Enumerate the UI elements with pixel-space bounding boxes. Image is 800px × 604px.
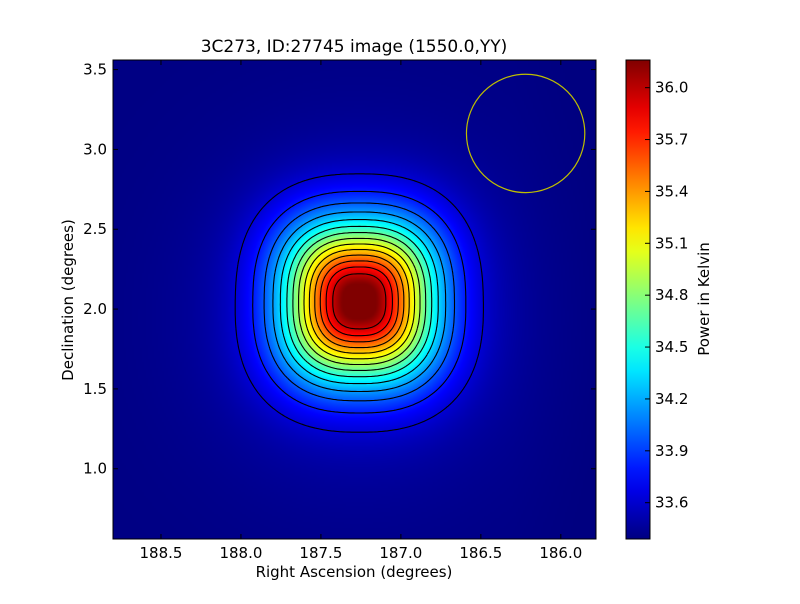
x-axis: 188.5 188.0 187.5 187.0 186.5 186.0: [140, 60, 582, 562]
colorbar-tick-label-6: 35.4: [655, 182, 688, 200]
contour-line-8: [298, 237, 421, 366]
colorbar-tick-label-5: 35.1: [655, 234, 688, 252]
colorbar-axis: 33.6 33.9 34.2 34.5 34.8 35.1 35.4 35.7 36.0: [645, 79, 688, 512]
contour-line-9: [303, 243, 416, 360]
contour-line-2: [252, 190, 467, 414]
colorbar-label: Power in Kelvin: [695, 242, 713, 356]
colorbar-tick-label-7: 35.7: [655, 131, 688, 149]
colorbar-tick-label-3: 34.5: [655, 338, 688, 356]
colorbar-tick-label-0: 33.6: [655, 494, 688, 512]
contour-line-1: [234, 173, 484, 433]
x-tick-label-5: 186.0: [539, 544, 582, 562]
colorbar-tick-label-8: 36.0: [655, 79, 688, 97]
x-tick-label-4: 186.5: [459, 544, 502, 562]
x-tick-label-2: 187.5: [299, 544, 342, 562]
contour-line-14: [332, 273, 387, 330]
contour-line-11: [314, 254, 405, 349]
y-tick-label-1: 1.5: [83, 380, 107, 398]
colorbar: [625, 59, 651, 540]
colorbar-tick-label-2: 34.2: [655, 390, 688, 408]
x-tick-label-0: 188.5: [140, 544, 183, 562]
contour-line-10: [308, 249, 410, 354]
contour-line-3: [263, 202, 456, 402]
colorbar-tick-label-1: 33.9: [655, 442, 688, 460]
x-tick-label-1: 188.0: [219, 544, 262, 562]
chart-title: 3C273, ID:27745 image (1550.0,YY): [201, 37, 508, 57]
colorbar-tick-label-4: 34.8: [655, 286, 688, 304]
y-tick-label-3: 2.5: [83, 220, 107, 238]
x-axis-label: Right Ascension (degrees): [256, 563, 453, 581]
y-tick-label-4: 3.0: [83, 140, 107, 158]
y-axis-label: Declination (degrees): [59, 219, 77, 381]
y-tick-label-5: 3.5: [83, 61, 107, 79]
y-tick-label-2: 2.0: [83, 300, 107, 318]
contour-line-6: [286, 225, 433, 378]
overlay-layer: [234, 73, 586, 433]
contour-line-5: [279, 219, 439, 385]
contour-line-12: [319, 260, 399, 343]
x-tick-label-3: 187.0: [379, 544, 422, 562]
contour-line-7: [292, 231, 427, 371]
y-axis: 1.0 1.5 2.0 2.5 3.0 3.5: [83, 61, 596, 478]
y-tick-label-0: 1.0: [83, 460, 107, 478]
contour-line-4: [272, 211, 447, 393]
contour-line-13: [325, 266, 393, 337]
plot-frame: [112, 59, 597, 540]
region-circle: [465, 73, 586, 194]
heatmap-image: [113, 60, 596, 539]
